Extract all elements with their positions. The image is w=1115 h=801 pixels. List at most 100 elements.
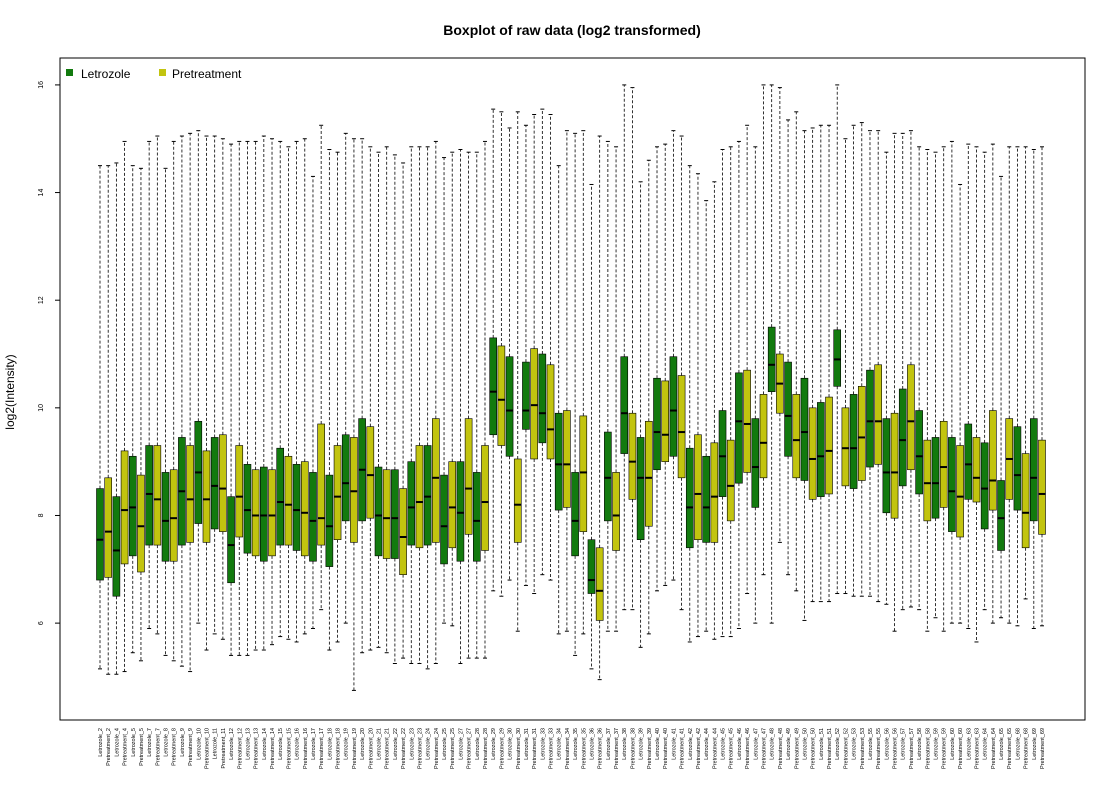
- box-Pretreatment_25: [448, 151, 457, 627]
- iqr-box: [645, 420, 653, 527]
- box-Letrozole_36: [587, 183, 596, 670]
- box-Letrozole_44: [702, 200, 710, 632]
- x-tick-label: Pretreatment_55: [876, 728, 882, 769]
- box-Pretreatment_38: [628, 87, 637, 611]
- x-tick-label: Pretreatment_37: [614, 728, 620, 769]
- x-tick-label: Letrozole_47: [753, 728, 759, 760]
- box-Letrozole_15: [276, 140, 285, 638]
- x-tick-label: Letrozole_40: [655, 728, 661, 760]
- iqr-box: [333, 445, 342, 540]
- iqr-box: [694, 434, 702, 540]
- x-tick-label: Pretreatment_8: [172, 728, 178, 766]
- x-tick-label: Letrozole_14: [262, 728, 268, 760]
- x-tick-label: Pretreatment_65: [1007, 728, 1013, 769]
- box-Pretreatment_40: [661, 143, 670, 586]
- box-Pretreatment_22: [399, 162, 407, 659]
- iqr-box: [505, 356, 514, 457]
- x-tick-label: Letrozole_41: [671, 728, 677, 760]
- x-tick-label: Pretreatment_15: [286, 728, 292, 769]
- iqr-box: [743, 369, 751, 473]
- box-Letrozole_41: [669, 130, 678, 581]
- box-Letrozole_49: [784, 119, 792, 576]
- iqr-box: [112, 496, 121, 597]
- iqr-box: [120, 450, 129, 565]
- iqr-box: [104, 477, 112, 578]
- box-Pretreatment_42: [694, 173, 702, 638]
- iqr-box: [464, 418, 473, 535]
- box-Pretreatment_21: [382, 146, 391, 654]
- x-tick-label: Letrozole_59: [934, 728, 940, 760]
- box-Pretreatment_24: [432, 140, 440, 664]
- box-Pretreatment_33: [546, 114, 555, 581]
- x-tick-label: Letrozole_8: [164, 728, 170, 757]
- iqr-box: [186, 445, 194, 543]
- legend-swatch-pretreatment: [159, 69, 166, 76]
- iqr-box: [448, 461, 457, 549]
- x-tick-label: Letrozole_35: [573, 728, 579, 760]
- x-tick-label: Pretreatment_45: [729, 728, 735, 769]
- iqr-box: [956, 445, 964, 538]
- box-Pretreatment_31: [530, 114, 538, 595]
- box-Letrozole_5: [128, 165, 137, 654]
- x-tick-label: Pretreatment_25: [450, 728, 456, 769]
- x-tick-label: Letrozole_34: [557, 728, 563, 760]
- iqr-box: [792, 394, 801, 479]
- box-Pretreatment_19: [350, 138, 358, 691]
- box-Letrozole_65: [997, 175, 1005, 619]
- iqr-box: [554, 412, 563, 511]
- box-Pretreatment_64: [989, 143, 997, 624]
- x-tick-label: Pretreatment_20: [368, 728, 374, 769]
- iqr-box: [292, 464, 301, 551]
- x-tick-label: Letrozole_69: [1032, 728, 1038, 760]
- x-tick-label: Pretreatment_58: [925, 728, 931, 769]
- x-tick-label: Pretreatment_36: [598, 728, 604, 769]
- x-tick-label: Pretreatment_46: [745, 728, 751, 769]
- iqr-box: [997, 480, 1005, 551]
- box-Pretreatment_56: [890, 132, 899, 632]
- iqr-box: [898, 388, 907, 487]
- iqr-box: [923, 439, 932, 522]
- x-tick-label: Pretreatment_21: [385, 728, 391, 769]
- box-Letrozole_52: [833, 84, 842, 595]
- x-tick-label: Letrozole_20: [360, 728, 366, 760]
- x-tick-label: Letrozole_45: [721, 728, 727, 760]
- x-tick-label: Pretreatment_23: [417, 728, 423, 769]
- legend-label-pretreatment: Pretreatment: [172, 67, 242, 81]
- iqr-box: [251, 469, 260, 557]
- y-tick-label: 14: [38, 189, 45, 197]
- box-Letrozole_9: [178, 135, 186, 667]
- x-tick-label: Letrozole_52: [835, 728, 841, 760]
- box-Pretreatment_49: [792, 111, 801, 592]
- box-Letrozole_14: [260, 135, 268, 651]
- y-tick-label: 12: [38, 296, 45, 304]
- x-tick-label: Letrozole_9: [180, 728, 186, 757]
- iqr-box: [874, 364, 882, 465]
- box-Pretreatment_58: [923, 148, 932, 632]
- box-Pretreatment_47: [759, 84, 768, 576]
- x-tick-label: Pretreatment_30: [516, 728, 522, 769]
- box-Pretreatment_9: [186, 132, 194, 673]
- x-tick-label: Letrozole_65: [999, 728, 1005, 760]
- iqr-box: [309, 472, 317, 562]
- iqr-box: [800, 377, 809, 481]
- plot-frame: [59, 57, 1086, 721]
- x-tick-label: Pretreatment_35: [581, 728, 587, 769]
- box-Letrozole_25: [440, 157, 448, 624]
- x-tick-label: Pretreatment_14: [270, 728, 276, 769]
- box-Letrozole_21: [374, 151, 383, 648]
- x-tick-label: Pretreatment_7: [155, 728, 161, 766]
- x-tick-label: Letrozole_23: [409, 728, 415, 760]
- x-tick-label: Letrozole_44: [704, 728, 710, 760]
- x-tick-label: Pretreatment_13: [254, 728, 260, 769]
- box-Letrozole_18: [325, 148, 334, 651]
- x-tick-label: Pretreatment_27: [467, 728, 473, 769]
- x-tick-label: Letrozole_17: [311, 728, 317, 760]
- box-Letrozole_13: [243, 140, 252, 656]
- iqr-box: [817, 402, 825, 497]
- iqr-box: [718, 410, 727, 497]
- iqr-box: [481, 445, 489, 551]
- x-tick-label: Letrozole_11: [213, 728, 219, 759]
- iqr-box: [472, 472, 481, 562]
- legend: Letrozole Pretreatment: [66, 67, 242, 81]
- iqr-box: [317, 423, 325, 546]
